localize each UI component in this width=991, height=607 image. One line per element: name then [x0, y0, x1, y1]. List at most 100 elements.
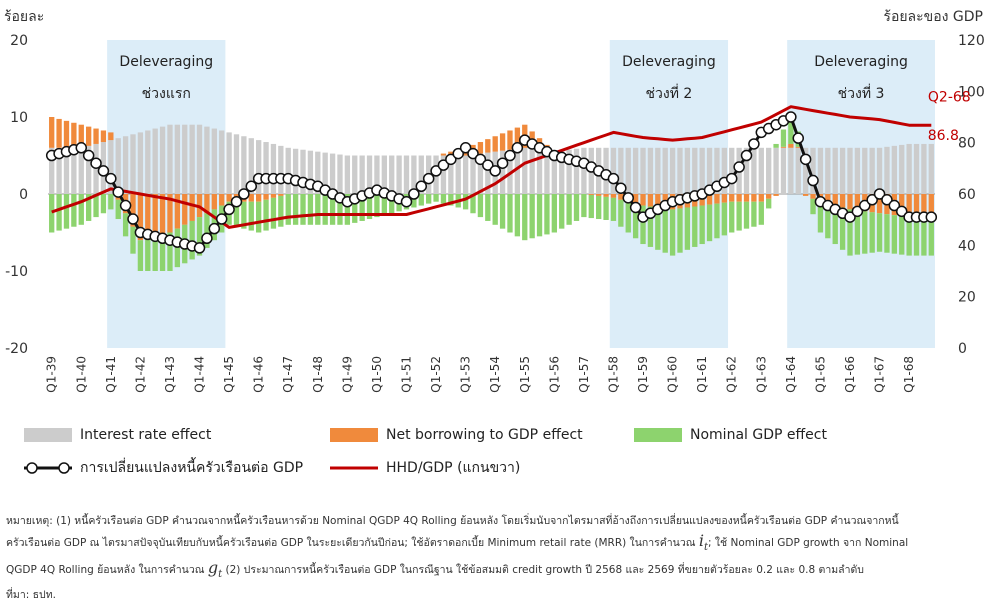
- nominal-gdp-bar: [699, 205, 705, 245]
- net-borrowing-bar: [145, 194, 151, 239]
- nominal-gdp-bar: [137, 240, 144, 271]
- interest-bar: [802, 147, 809, 194]
- change-marker: [215, 213, 228, 225]
- interest-bar: [891, 145, 898, 194]
- nominal-gdp-bar: [492, 194, 498, 225]
- interest-bar: [374, 155, 380, 194]
- net-borrowing-bar: [795, 146, 801, 148]
- net-borrowing-bar: [788, 143, 794, 148]
- x-tick-label: Q1-47: [281, 356, 295, 393]
- nominal-gdp-bar: [85, 194, 92, 221]
- interest-bar: [810, 147, 816, 194]
- nominal-gdp-bar: [100, 194, 107, 214]
- interest-bar: [204, 126, 210, 194]
- change-marker: [400, 195, 413, 208]
- nominal-gdp-bar: [529, 194, 535, 239]
- change-marker: [851, 205, 864, 218]
- net-borrowing-bar: [632, 194, 639, 204]
- nominal-gdp-bar: [174, 228, 181, 268]
- nominal-gdp-bar: [588, 194, 594, 219]
- net-borrowing-bar: [71, 122, 77, 148]
- interest-bar: [359, 155, 365, 194]
- net-borrowing-bar: [780, 146, 787, 148]
- nominal-gdp-bar: [751, 201, 757, 227]
- x-tick-label: Q1-40: [74, 356, 88, 393]
- change-marker: [607, 172, 620, 185]
- deleveraging-band-title: Deleveraging: [119, 54, 213, 70]
- interest-bar: [233, 134, 240, 194]
- net-borrowing-bar: [810, 194, 816, 199]
- interest-bar: [108, 140, 114, 194]
- net-borrowing-bar: [78, 124, 84, 148]
- net-borrowing-bar: [93, 128, 99, 144]
- nominal-gdp-bar: [381, 194, 387, 216]
- change-marker: [511, 142, 524, 154]
- interest-bar: [721, 147, 727, 194]
- x-tick-label: Q1-66: [843, 356, 857, 393]
- interest-bar: [292, 148, 299, 194]
- interest-bar: [263, 142, 269, 194]
- nominal-gdp-bar: [322, 194, 328, 225]
- nominal-gdp-bar: [462, 194, 469, 210]
- net-borrowing-bar: [847, 194, 853, 210]
- x-tick-label: Q1-56: [547, 356, 561, 393]
- net-borrowing-bar: [899, 194, 905, 217]
- nominal-gdp-bar: [625, 201, 631, 233]
- chart-area: Deleveraging ช่วงแรก Deleveraging ช่วงที่ 2…: [5, 33, 985, 393]
- interest-bar: [418, 155, 424, 194]
- net-borrowing-bar: [729, 194, 735, 202]
- interest-bar: [729, 147, 735, 194]
- net-borrowing-bar: [440, 153, 447, 156]
- interest-bar: [159, 126, 166, 194]
- interest-bar: [189, 124, 195, 194]
- left-tick-label: -20: [5, 341, 28, 357]
- net-borrowing-bar: [514, 127, 521, 149]
- interest-bar: [876, 147, 883, 194]
- net-borrowing-bar: [270, 194, 277, 198]
- interest-bar: [307, 150, 314, 194]
- net-borrowing-bar: [152, 194, 158, 237]
- footnote-source: ที่มา: ธปท.: [6, 589, 56, 602]
- net-borrowing-bar: [647, 194, 654, 207]
- interest-bar: [758, 147, 764, 194]
- interest-bar: [93, 143, 99, 194]
- interest-bar: [71, 147, 77, 194]
- change-marker: [445, 153, 457, 166]
- nominal-gdp-bar: [825, 203, 831, 239]
- change-marker: [408, 188, 420, 200]
- nominal-gdp-bar: [56, 194, 62, 231]
- nominal-gdp-bar: [677, 208, 683, 253]
- net-borrowing-bar: [906, 194, 912, 218]
- interest-bar: [832, 147, 838, 194]
- net-borrowing-bar: [219, 194, 225, 206]
- interest-bar: [906, 143, 912, 194]
- nominal-gdp-bar: [359, 194, 365, 221]
- nominal-gdp-bar: [566, 194, 572, 225]
- x-tick-label: Q1-61: [695, 356, 709, 393]
- nominal-gdp-bar: [241, 201, 247, 229]
- interest-bar: [300, 149, 306, 194]
- interest-bar: [625, 147, 631, 194]
- nominal-gdp-bar: [256, 201, 262, 233]
- net-borrowing-bar: [618, 194, 624, 200]
- interest-bar: [49, 147, 55, 194]
- x-tick-label: Q1-60: [666, 356, 680, 393]
- interest-bar: [817, 147, 824, 194]
- nominal-gdp-bar: [832, 205, 838, 245]
- interest-bar: [928, 143, 934, 194]
- change-marker: [452, 147, 464, 160]
- right-axis-title: ร้อยละของ GDP: [883, 9, 983, 25]
- change-marker: [208, 222, 221, 235]
- nominal-gdp-bar: [869, 212, 875, 253]
- nominal-gdp-bar: [196, 217, 203, 256]
- net-borrowing-bar: [477, 142, 484, 154]
- nominal-gdp-bar: [596, 195, 602, 220]
- net-borrowing-bar: [485, 139, 491, 153]
- x-tick-label: Q1-68: [902, 356, 916, 393]
- footnote-line-2: ครัวเรือนต่อ GDP ณ ไตรมาสปัจจุบันเทียบกั…: [6, 531, 909, 554]
- net-borrowing-bar: [825, 194, 831, 204]
- interest-bar: [411, 155, 417, 194]
- change-marker: [740, 149, 753, 162]
- x-tick-label: Q1-53: [459, 356, 473, 393]
- nominal-gdp-bar: [632, 203, 639, 239]
